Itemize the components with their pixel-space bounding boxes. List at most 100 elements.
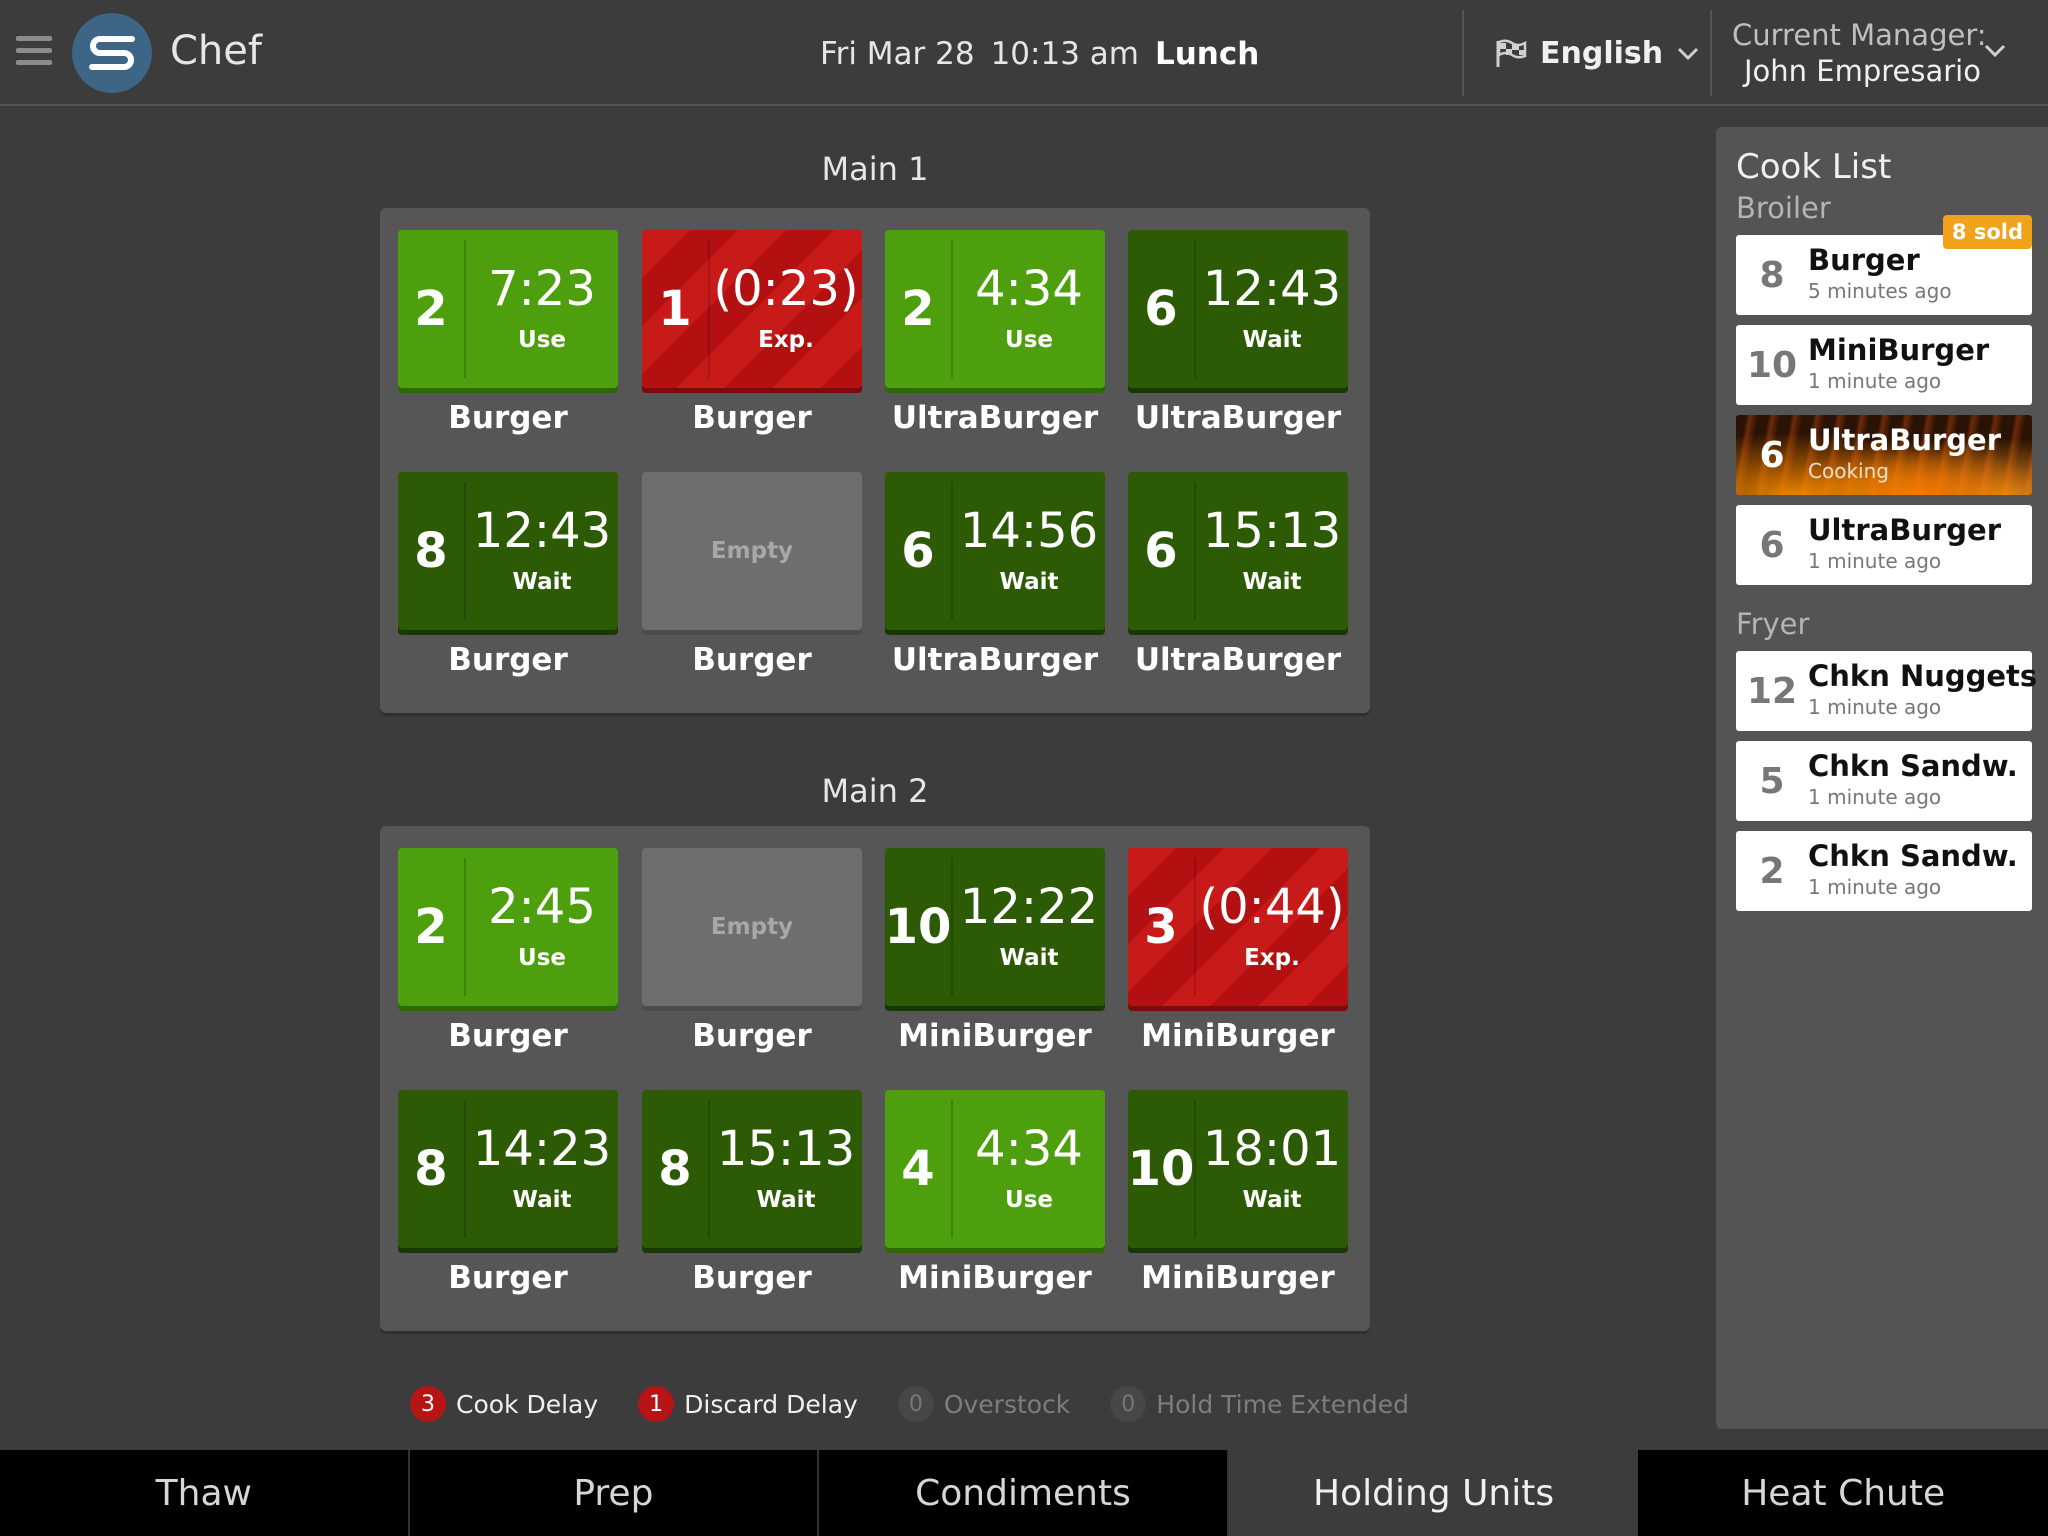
holding-slot[interactable]: 10 12:22 Wait MiniBurger (885, 848, 1105, 1054)
holding-slot[interactable]: 6 12:43 Wait UltraBurger (1128, 230, 1348, 436)
tab-heat-chute[interactable]: Heat Chute (1741, 1472, 1946, 1514)
cook-item-time: Cooking (1808, 459, 1889, 483)
slot-product-name: Burger (448, 1018, 568, 1054)
slot-tile-wait[interactable]: 10 12:22 Wait (885, 848, 1105, 1006)
slot-tile-wait[interactable]: 10 18:01 Wait (1128, 1090, 1348, 1248)
slot-tile-use[interactable]: 2 2:45 Use (398, 848, 618, 1006)
empty-slot-tile[interactable]: Empty (642, 848, 862, 1006)
daypart-label: Lunch (1154, 36, 1260, 72)
slot-time: (0:44) (1199, 879, 1345, 935)
cook-item-name: Chkn Sandw. (1808, 839, 2018, 873)
tab-thaw[interactable]: Thaw (0, 1450, 410, 1536)
slot-status: Wait (512, 1187, 572, 1213)
slot-count: 1 (642, 240, 710, 378)
slot-status: Wait (999, 569, 1059, 595)
legend-label: Overstock (943, 1389, 1071, 1419)
cook-list-section-header: Broiler (1736, 191, 1831, 225)
cook-item-name: Chkn Nuggets (1808, 659, 2038, 693)
holding-slot[interactable]: Empty Burger (642, 848, 862, 1054)
holding-slot[interactable]: 1 (0:23) Exp. Burger (642, 230, 862, 436)
header-divider (1710, 10, 1712, 96)
slot-product-name: MiniBurger (898, 1018, 1092, 1054)
slot-tile-exp[interactable]: 3 (0:44) Exp. (1128, 848, 1348, 1006)
slot-tile-wait[interactable]: 6 14:56 Wait (885, 472, 1105, 630)
slot-product-name: Burger (692, 1260, 812, 1296)
cook-item-time: 1 minute ago (1808, 695, 1942, 719)
legend-item[interactable]: 0 Hold Time Extended (1110, 1386, 1409, 1422)
holding-slot[interactable]: Empty Burger (642, 472, 862, 678)
holding-slot[interactable]: 2 7:23 Use Burger (398, 230, 618, 436)
slot-status: Wait (1242, 1187, 1302, 1213)
slot-tile-wait[interactable]: 8 15:13 Wait (642, 1090, 862, 1248)
slot-time: 14:56 (959, 503, 1099, 559)
holding-slot[interactable]: 2 2:45 Use Burger (398, 848, 618, 1054)
slot-count: 4 (885, 1100, 953, 1238)
slot-status: Wait (756, 1187, 816, 1213)
legend-item[interactable]: 3 Cook Delay (410, 1386, 598, 1422)
cook-list-item[interactable]: 12 Chkn Nuggets 1 minute ago (1736, 651, 2037, 731)
holding-slot[interactable]: 3 (0:44) Exp. MiniBurger (1128, 848, 1348, 1054)
slot-status: Use (518, 327, 566, 353)
app-logo (72, 13, 152, 93)
cook-item-time: 1 minute ago (1808, 369, 1942, 393)
empty-label: Empty (710, 914, 794, 940)
legend-label: Discard Delay (684, 1389, 858, 1419)
slot-count: 2 (398, 858, 466, 996)
holding-slot[interactable]: 8 14:23 Wait Burger (398, 1090, 618, 1296)
slot-tile-use[interactable]: 4 4:34 Use (885, 1090, 1105, 1248)
slot-tile-exp[interactable]: 1 (0:23) Exp. (642, 230, 862, 388)
manager-selector[interactable]: Current Manager: John Empresario (1732, 18, 1987, 88)
slot-timer: 18:01 Wait (1196, 1090, 1348, 1248)
cook-item-time: 1 minute ago (1808, 875, 1942, 899)
slot-status: Wait (1242, 569, 1302, 595)
cook-list-item[interactable]: 8 Burger 5 minutes ago 8 sold (1736, 215, 2032, 315)
cook-list-item[interactable]: 2 Chkn Sandw. 1 minute ago (1736, 831, 2032, 911)
cook-item-quantity: 10 (1746, 344, 1798, 386)
tab-condiments[interactable]: Condiments (819, 1450, 1229, 1536)
slot-time: 14:23 (472, 1121, 612, 1177)
slot-tile-use[interactable]: 2 4:34 Use (885, 230, 1105, 388)
cook-item-quantity: 6 (1759, 524, 1785, 566)
cook-list-item[interactable]: 10 MiniBurger 1 minute ago (1736, 325, 2032, 405)
holding-slot[interactable]: 10 18:01 Wait MiniBurger (1128, 1090, 1348, 1296)
holding-slot[interactable]: 6 14:56 Wait UltraBurger (885, 472, 1105, 678)
chevron-down-icon[interactable] (1984, 44, 2006, 58)
legend-label: Hold Time Extended (1156, 1389, 1410, 1419)
legend-count-badge: 0 (897, 1386, 934, 1422)
holding-slot[interactable]: 6 15:13 Wait UltraBurger (1128, 472, 1348, 678)
slot-product-name: MiniBurger (1141, 1018, 1335, 1054)
slot-product-name: Burger (448, 642, 568, 678)
cook-list-item[interactable]: 6 UltraBurger Cooking (1736, 415, 2032, 495)
slot-timer: 14:23 Wait (466, 1090, 618, 1248)
cook-item-quantity: 2 (1759, 850, 1785, 892)
legend-item[interactable]: 1 Discard Delay (638, 1386, 858, 1422)
slot-tile-wait[interactable]: 6 15:13 Wait (1128, 472, 1348, 630)
menu-icon[interactable] (16, 36, 52, 66)
empty-slot-tile[interactable]: Empty (642, 472, 862, 630)
slot-time: (0:23) (713, 261, 859, 317)
slot-count: 6 (885, 482, 953, 620)
holding-unit-title: Main 2 (821, 772, 929, 810)
slot-tile-wait[interactable]: 8 12:43 Wait (398, 472, 618, 630)
tab-holding-units[interactable]: Holding Units (1228, 1450, 1639, 1536)
holding-slot[interactable]: 2 4:34 Use UltraBurger (885, 230, 1105, 436)
holding-slot[interactable]: 8 12:43 Wait Burger (398, 472, 618, 678)
tab-prep[interactable]: Prep (410, 1450, 820, 1536)
slot-timer: 12:43 Wait (466, 472, 618, 630)
language-selector[interactable]: English (1494, 36, 1699, 71)
holding-slot[interactable]: 8 15:13 Wait Burger (642, 1090, 862, 1296)
current-date: Fri Mar 28 (820, 36, 975, 72)
legend-item[interactable]: 0 Overstock (897, 1386, 1071, 1422)
slot-time: 12:22 (959, 879, 1099, 935)
cook-list-item[interactable]: 6 UltraBurger 1 minute ago (1736, 505, 2032, 585)
legend-label: Cook Delay (456, 1389, 599, 1419)
slot-tile-use[interactable]: 2 7:23 Use (398, 230, 618, 388)
slot-tile-wait[interactable]: 6 12:43 Wait (1128, 230, 1348, 388)
holding-unit-title: Main 1 (821, 150, 929, 188)
slot-product-name: UltraBurger (891, 400, 1099, 436)
slot-time: 4:34 (975, 261, 1083, 317)
holding-slot[interactable]: 4 4:34 Use MiniBurger (885, 1090, 1105, 1296)
slot-tile-wait[interactable]: 8 14:23 Wait (398, 1090, 618, 1248)
cook-item-name: UltraBurger (1808, 513, 2002, 547)
cook-list-item[interactable]: 5 Chkn Sandw. 1 minute ago (1736, 741, 2032, 821)
